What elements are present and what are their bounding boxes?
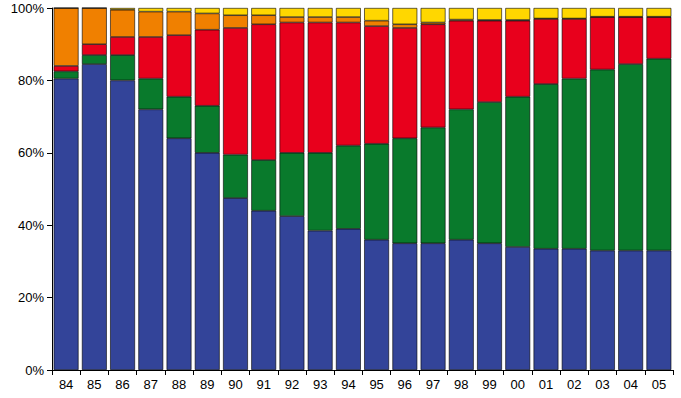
svg-text:05: 05: [652, 377, 666, 392]
svg-text:20%: 20%: [18, 290, 44, 305]
svg-text:99: 99: [482, 377, 496, 392]
svg-text:86: 86: [115, 377, 129, 392]
svg-text:98: 98: [454, 377, 468, 392]
svg-text:95: 95: [369, 377, 383, 392]
svg-text:85: 85: [87, 377, 101, 392]
svg-text:00: 00: [511, 377, 525, 392]
svg-text:60%: 60%: [18, 145, 44, 160]
svg-text:01: 01: [539, 377, 553, 392]
svg-text:88: 88: [172, 377, 186, 392]
svg-text:94: 94: [341, 377, 355, 392]
svg-text:02: 02: [567, 377, 581, 392]
svg-text:87: 87: [144, 377, 158, 392]
svg-text:89: 89: [200, 377, 214, 392]
svg-text:03: 03: [595, 377, 609, 392]
svg-text:84: 84: [59, 377, 73, 392]
svg-text:04: 04: [623, 377, 637, 392]
svg-text:93: 93: [313, 377, 327, 392]
svg-text:91: 91: [256, 377, 270, 392]
svg-text:90: 90: [228, 377, 242, 392]
svg-text:80%: 80%: [18, 73, 44, 88]
svg-text:96: 96: [398, 377, 412, 392]
svg-text:97: 97: [426, 377, 440, 392]
svg-text:0%: 0%: [25, 363, 44, 378]
svg-text:92: 92: [285, 377, 299, 392]
svg-text:100%: 100%: [11, 1, 45, 16]
svg-text:40%: 40%: [18, 218, 44, 233]
